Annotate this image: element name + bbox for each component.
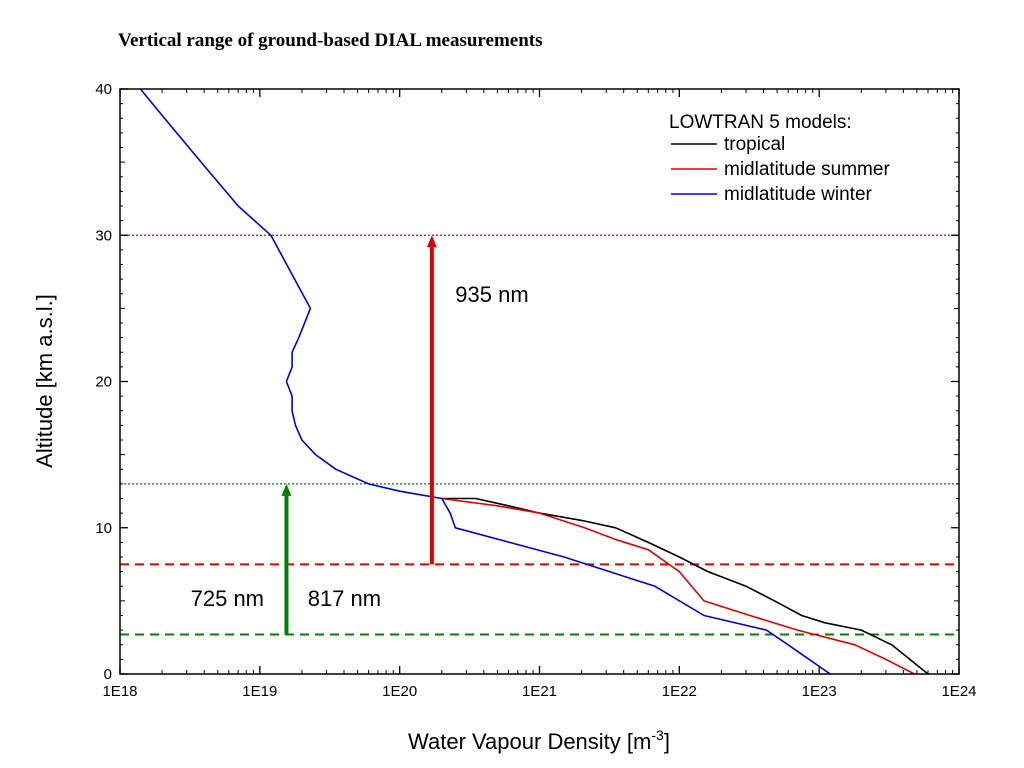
series-line-midlatitude-winter [139,89,831,674]
x-tick-label: 1E23 [802,683,837,700]
legend-item-tropical: tropical [671,134,785,155]
annotation-725-nm: 725 nm [191,586,264,611]
y-tick-label: 30 [95,227,112,244]
y-tick-label: 0 [104,666,112,683]
x-tick-label: 1E22 [662,683,697,700]
legend-label: midlatitude winter [724,184,873,205]
y-tick-label: 40 [95,81,112,98]
x-tick-label: 1E18 [102,683,137,700]
annotation-817-nm: 817 nm [308,586,381,611]
legend-label: midlatitude summer [724,159,890,180]
legend-item-midlatitude-summer: midlatitude summer [671,159,890,180]
x-tick-label: 1E19 [242,683,277,700]
range-arrow-1 [426,235,437,565]
legend: LOWTRAN 5 models: tropical midlatitude su… [669,112,890,205]
x-axis-title: Water Vapour Density [m-3] [408,727,670,754]
x-tick-label: 1E24 [941,683,976,700]
range-arrow-2 [281,483,292,635]
legend-item-midlatitude-winter: midlatitude winter [671,184,873,205]
y-tick-label: 10 [95,520,112,537]
series-line-midlatitude-summer [441,497,915,674]
y-axis-title: Altitude [km a.s.l.] [32,294,57,468]
annotation-935-nm: 935 nm [455,282,528,307]
x-tick-label: 1E21 [522,683,557,700]
legend-title: LOWTRAN 5 models: [669,112,852,133]
page-title: Vertical range of ground-based DIAL meas… [118,30,543,51]
legend-label: tropical [724,134,785,155]
x-tick-label: 1E20 [382,683,417,700]
y-tick-label: 20 [95,374,112,391]
series-line-tropical [441,497,929,674]
